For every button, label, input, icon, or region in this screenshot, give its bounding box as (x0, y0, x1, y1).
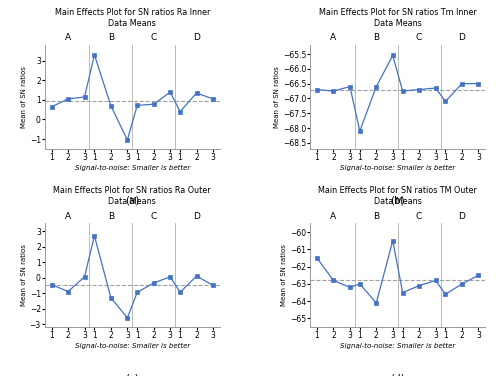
X-axis label: Signal-to-noise: Smaller is better: Signal-to-noise: Smaller is better (340, 165, 456, 171)
Text: (b): (b) (390, 196, 405, 205)
Title: Main Effects Plot for SN ratios Ra Inner
Data Means: Main Effects Plot for SN ratios Ra Inner… (54, 8, 210, 28)
X-axis label: Signal-to-noise: Smaller is better: Signal-to-noise: Smaller is better (74, 165, 190, 171)
Y-axis label: Mean of SN ratios: Mean of SN ratios (282, 244, 288, 306)
Text: (d): (d) (390, 374, 405, 376)
Y-axis label: Mean of SN ratios: Mean of SN ratios (274, 66, 280, 128)
Title: Main Effects Plot for SN ratios Tm Inner
Data Means: Main Effects Plot for SN ratios Tm Inner… (319, 8, 476, 28)
Y-axis label: Mean of SN ratios: Mean of SN ratios (21, 244, 27, 306)
Title: Main Effects Plot for SN ratios Ra Outer
Data Means: Main Effects Plot for SN ratios Ra Outer… (54, 186, 211, 206)
X-axis label: Signal-to-noise: Smaller is better: Signal-to-noise: Smaller is better (74, 343, 190, 349)
Y-axis label: Mean of SN ratios: Mean of SN ratios (21, 66, 27, 128)
X-axis label: Signal-to-noise: Smaller is better: Signal-to-noise: Smaller is better (340, 343, 456, 349)
Text: (c): (c) (126, 374, 139, 376)
Title: Main Effects Plot for SN ratios TM Outer
Data Means: Main Effects Plot for SN ratios TM Outer… (318, 186, 477, 206)
Text: (a): (a) (125, 196, 140, 205)
